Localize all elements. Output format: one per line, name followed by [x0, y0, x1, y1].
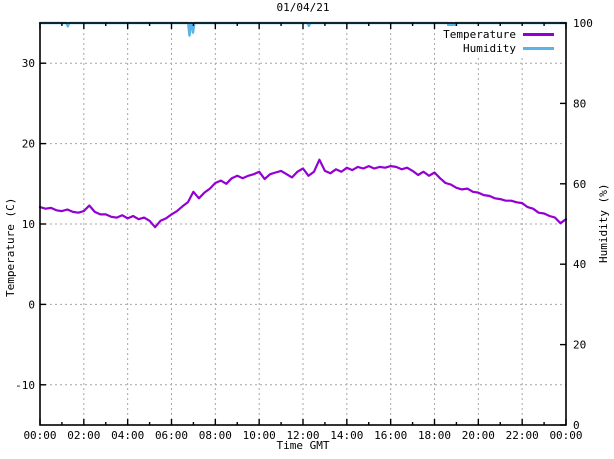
svg-text:06:00: 06:00 — [155, 429, 188, 442]
svg-text:00:00: 00:00 — [23, 429, 56, 442]
grid-lines — [40, 23, 566, 425]
left-axis-title: Temperature (C) — [4, 197, 17, 297]
svg-text:18:00: 18:00 — [418, 429, 451, 442]
y-left-tick-label: 10 — [22, 218, 35, 231]
svg-text:04:00: 04:00 — [111, 429, 144, 442]
x-axis-title: Time GMT — [276, 439, 330, 452]
temperature-line — [38, 158, 568, 229]
svg-text:00:00: 00:00 — [549, 429, 582, 442]
svg-text:08:00: 08:00 — [199, 429, 232, 442]
chart-title: 01/04/21 — [276, 1, 330, 14]
tick-marks — [39, 22, 567, 426]
y-right-tick-label: 20 — [573, 339, 586, 352]
y-right-tick-label: 80 — [573, 97, 586, 110]
x-axis-tick-labels: 00:00 02:00 04:00 06:00 08:00 10:00 12:00 14:00… — [23, 429, 582, 442]
legend-label-temperature: Temperature — [443, 27, 516, 41]
y-left-tick-label: 20 — [22, 138, 35, 151]
svg-text:16:00: 16:00 — [374, 429, 407, 442]
svg-text:14:00: 14:00 — [330, 429, 363, 442]
y-left-tick-label: -10 — [15, 379, 35, 392]
y-right-tick-label: 100 — [573, 17, 593, 30]
svg-text:12:00: 12:00 — [286, 429, 319, 442]
svg-text:20:00: 20:00 — [462, 429, 495, 442]
svg-text:10:00: 10:00 — [243, 429, 276, 442]
y-right-tick-label: 40 — [573, 258, 586, 271]
legend: Temperature Humidity — [437, 26, 556, 56]
y-right-tick-label: 60 — [573, 178, 586, 191]
y-left-tick-label: 30 — [22, 57, 35, 70]
legend-row-temperature: Temperature — [443, 27, 554, 41]
legend-row-humidity: Humidity — [443, 41, 554, 55]
y-right-tick-label: 0 — [573, 419, 580, 432]
temperature-line-swatch — [523, 32, 554, 36]
humidity-line-swatch — [523, 46, 554, 50]
svg-text:02:00: 02:00 — [67, 429, 100, 442]
y-left-tick-label: 0 — [28, 298, 35, 311]
svg-text:22:00: 22:00 — [506, 429, 539, 442]
legend-label-humidity: Humidity — [463, 41, 516, 55]
right-axis-title: Humidity (%) — [597, 183, 610, 263]
